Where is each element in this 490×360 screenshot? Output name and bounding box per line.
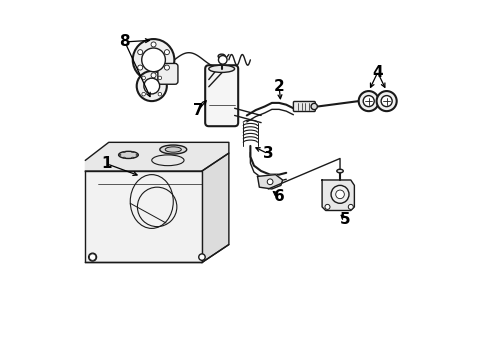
FancyBboxPatch shape [158, 63, 178, 84]
Circle shape [219, 55, 227, 64]
Circle shape [348, 204, 353, 210]
Circle shape [151, 73, 156, 78]
Ellipse shape [136, 154, 138, 156]
Ellipse shape [199, 254, 205, 260]
Circle shape [363, 96, 374, 107]
Polygon shape [85, 142, 229, 171]
Ellipse shape [132, 157, 134, 158]
Circle shape [325, 204, 330, 210]
Text: 5: 5 [340, 212, 351, 227]
Text: 6: 6 [274, 189, 284, 204]
Ellipse shape [160, 145, 187, 154]
Polygon shape [322, 180, 354, 211]
Circle shape [133, 39, 174, 81]
Circle shape [151, 42, 156, 47]
Circle shape [138, 65, 143, 70]
Text: 1: 1 [102, 156, 112, 171]
Ellipse shape [218, 54, 225, 58]
Ellipse shape [123, 152, 125, 153]
Circle shape [336, 190, 344, 199]
Ellipse shape [123, 157, 125, 158]
Ellipse shape [119, 151, 138, 158]
Ellipse shape [132, 152, 134, 153]
Circle shape [165, 65, 170, 70]
Text: 2: 2 [274, 79, 284, 94]
FancyBboxPatch shape [205, 65, 238, 126]
Polygon shape [202, 153, 229, 262]
Ellipse shape [165, 147, 181, 152]
Polygon shape [85, 171, 202, 262]
Circle shape [267, 179, 273, 185]
FancyBboxPatch shape [294, 102, 315, 112]
Circle shape [377, 91, 397, 111]
Ellipse shape [311, 103, 318, 110]
Ellipse shape [89, 253, 97, 261]
Text: 4: 4 [372, 65, 383, 80]
Ellipse shape [209, 65, 235, 72]
Circle shape [165, 50, 170, 55]
Circle shape [158, 93, 162, 96]
Circle shape [381, 96, 392, 107]
Text: 7: 7 [193, 103, 204, 118]
Circle shape [137, 71, 167, 101]
Circle shape [144, 78, 160, 94]
Circle shape [158, 76, 162, 80]
Text: 3: 3 [263, 146, 273, 161]
Circle shape [359, 91, 379, 111]
Circle shape [89, 254, 96, 260]
Ellipse shape [119, 154, 121, 156]
Circle shape [142, 48, 166, 72]
Polygon shape [258, 175, 283, 189]
Text: 8: 8 [120, 35, 130, 49]
Circle shape [331, 185, 349, 203]
Circle shape [142, 93, 146, 96]
Circle shape [142, 76, 146, 80]
Circle shape [138, 50, 143, 55]
Ellipse shape [337, 169, 343, 173]
